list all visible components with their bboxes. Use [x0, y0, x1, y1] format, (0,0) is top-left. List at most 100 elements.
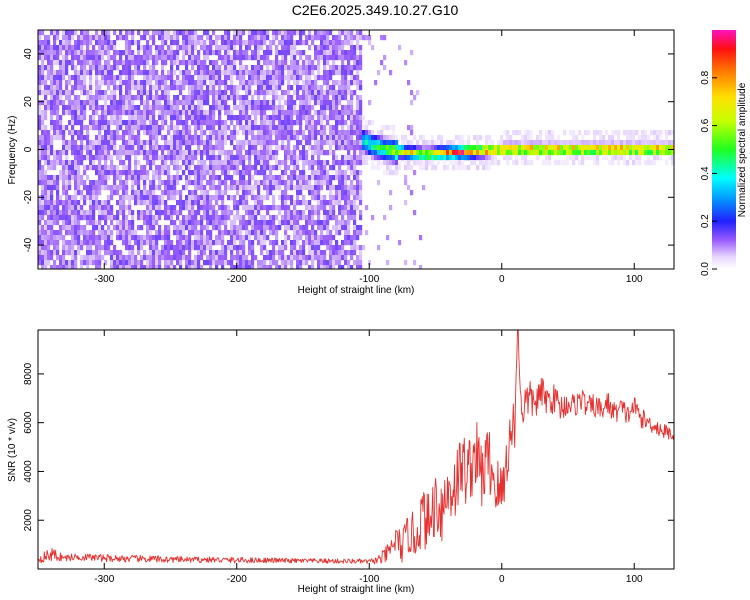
spectrogram-cell: [281, 125, 285, 131]
spectrogram-cell: [638, 140, 642, 146]
spectrogram-cell: [134, 180, 138, 186]
spectrogram-cell: [254, 170, 258, 176]
spectrogram-cell: [47, 55, 51, 61]
spectrogram-cell: [158, 210, 162, 216]
spectrogram-cell: [233, 30, 237, 36]
spectrogram-cell: [149, 210, 153, 216]
spectrogram-cell: [335, 115, 339, 121]
spectrogram-cell: [125, 45, 129, 51]
spectrogram-cell: [185, 40, 189, 46]
spectrogram-cell: [134, 135, 138, 141]
spectrogram-cell: [242, 175, 246, 181]
spectrogram-cell: [242, 220, 246, 226]
y-tick-label: 8000: [23, 362, 34, 385]
spectrogram-cell: [119, 265, 123, 269]
spectrogram-cell: [74, 120, 78, 126]
spectrogram-cell: [323, 235, 327, 241]
spectrogram-cell: [284, 205, 288, 211]
spectrogram-cell: [221, 130, 225, 136]
spectrogram-cell: [188, 110, 192, 116]
spectrogram-cell: [605, 150, 609, 156]
spectrogram-cell: [284, 75, 288, 81]
spectrogram-cell: [143, 100, 147, 106]
spectrogram-cell: [308, 90, 312, 96]
spectrogram-cell: [371, 150, 375, 156]
spectrogram-cell: [59, 150, 63, 156]
spectrogram-cell: [248, 180, 252, 186]
spectrogram-cell: [578, 145, 582, 151]
spectrogram-cell: [656, 140, 660, 146]
spectrogram-cell: [155, 155, 159, 161]
spectrogram-cell: [455, 145, 459, 151]
spectrogram-cell: [131, 180, 135, 186]
spectrogram-cell: [329, 85, 333, 91]
spectrogram-cell: [302, 65, 306, 71]
spectrogram-cell: [383, 125, 387, 131]
spectrogram-cell: [323, 140, 327, 146]
spectrogram-cell: [338, 130, 342, 136]
spectrogram-cell: [338, 170, 342, 176]
spectrogram-cell: [41, 145, 45, 151]
spectrogram-cell: [263, 260, 267, 266]
spectrogram-cell: [83, 55, 87, 61]
spectrogram-cell: [122, 195, 126, 201]
spectrogram-cell: [116, 190, 120, 196]
spectrogram-cell: [185, 135, 189, 141]
spectrogram-cell: [179, 85, 183, 91]
spectrogram-cell: [368, 135, 372, 141]
spectrogram-cell: [362, 155, 366, 161]
spectrogram-cell: [158, 145, 162, 151]
spectrogram-cell: [185, 265, 189, 269]
spectrogram-cell: [338, 95, 342, 101]
spectrogram-cell: [326, 215, 330, 221]
spectrogram-cell: [350, 105, 354, 111]
spectrogram-cell: [137, 80, 141, 86]
spectrogram-cell: [155, 55, 159, 61]
spectrogram-cell: [59, 170, 63, 176]
spectrogram-cell: [101, 215, 105, 221]
spectrogram-cell: [188, 180, 192, 186]
spectrogram-cell: [185, 165, 189, 171]
spectrogram-cell: [167, 265, 171, 269]
spectrogram-cell: [275, 215, 279, 221]
spectrogram-cell: [38, 85, 42, 91]
spectrogram-cell: [59, 90, 63, 96]
spectrogram-cell: [314, 65, 318, 71]
spectrogram-cell: [128, 170, 132, 176]
spectrogram-cell: [98, 135, 102, 141]
spectrogram-cell: [233, 130, 237, 136]
spectrogram-cell: [284, 30, 288, 36]
spectrogram-cell: [41, 265, 45, 269]
spectrogram-cell: [191, 240, 195, 246]
spectrogram-cell: [74, 50, 78, 56]
spectrogram-cell: [86, 90, 90, 96]
spectrogram-cell: [98, 40, 102, 46]
spectrogram-cell: [593, 160, 597, 166]
spectrogram-cell: [332, 185, 336, 191]
spectrogram-cell: [239, 40, 243, 46]
spectrogram-cell: [194, 40, 198, 46]
spectrogram-cell: [203, 160, 207, 166]
spectrogram-cell: [158, 185, 162, 191]
spectrogram-cell: [251, 35, 255, 41]
spectrogram-cell: [260, 220, 264, 226]
spectrogram-cell: [200, 165, 204, 171]
spectrogram-cell: [182, 30, 186, 36]
spectrogram-cell: [62, 100, 66, 106]
spectrogram-cell: [239, 155, 243, 161]
spectrogram-cell: [308, 110, 312, 116]
spectrogram-cell: [77, 145, 81, 151]
spectrogram-cell: [272, 220, 276, 226]
spectrogram-cell: [320, 170, 324, 176]
spectrogram-cell: [221, 190, 225, 196]
spectrogram-cell: [200, 190, 204, 196]
spectrogram-cell: [311, 35, 315, 41]
spectrogram-cell: [341, 140, 345, 146]
spectrogram-cell: [311, 265, 315, 269]
spectrogram-cell: [74, 225, 78, 231]
spectrogram-cell: [401, 140, 405, 146]
spectrogram-cell: [128, 225, 132, 231]
spectrogram-cell: [62, 55, 66, 61]
spectrogram-cell: [59, 85, 63, 91]
spectrogram-cell: [125, 255, 129, 261]
